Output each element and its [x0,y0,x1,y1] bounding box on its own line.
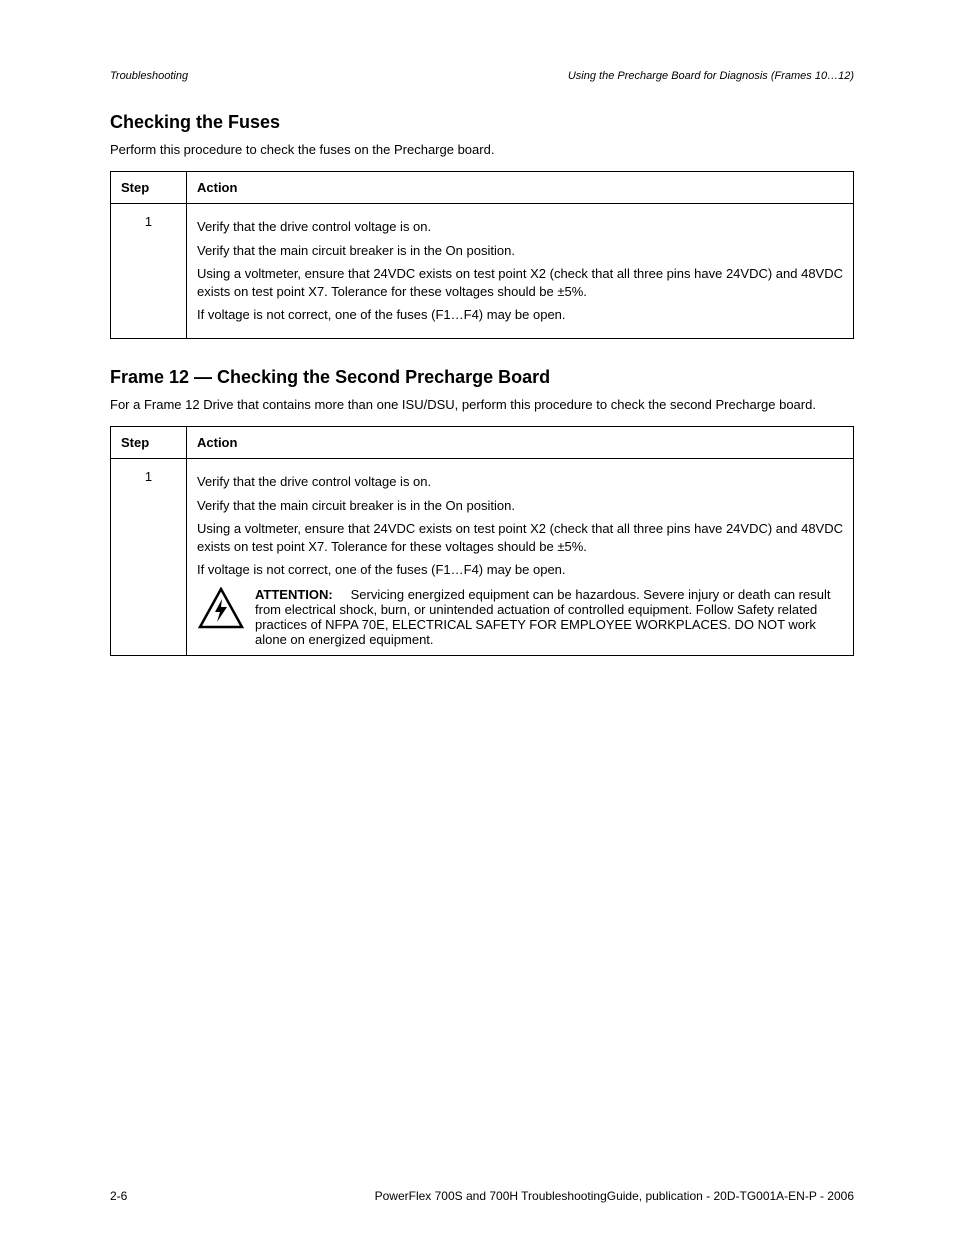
header-right: Using the Precharge Board for Diagnosis … [568,70,854,82]
col-action: Action [187,427,854,459]
section2-table: Step Action 1 Verify that the drive cont… [110,426,854,656]
section1-table: Step Action 1 Verify that the drive cont… [110,171,854,339]
col-step: Step [111,172,187,204]
footer-left: 2-6 [110,1189,127,1203]
action-para: Verify that the main circuit breaker is … [197,242,843,260]
section1-intro: Perform this procedure to check the fuse… [110,141,854,159]
action-para: If voltage is not correct, one of the fu… [197,561,843,579]
step-number: 1 [111,459,187,656]
table-header-row: Step Action [111,427,854,459]
attention-text-wrap: ATTENTION: Servicing energized equipment… [255,587,843,647]
page-footer: 2-6 PowerFlex 700S and 700H Troubleshoot… [110,1189,854,1203]
section2-intro: For a Frame 12 Drive that contains more … [110,396,854,414]
step-action: Verify that the drive control voltage is… [187,459,854,656]
col-step: Step [111,427,187,459]
section2-title: Frame 12 — Checking the Second Precharge… [110,367,854,388]
page: Troubleshooting Using the Precharge Boar… [0,0,954,1235]
section1-title: Checking the Fuses [110,112,854,133]
attention-block: ATTENTION: Servicing energized equipment… [197,587,843,647]
action-para: Using a voltmeter, ensure that 24VDC exi… [197,520,843,555]
col-action: Action [187,172,854,204]
table-header-row: Step Action [111,172,854,204]
step-action: Verify that the drive control voltage is… [187,204,854,339]
action-para: Verify that the drive control voltage is… [197,218,843,236]
action-para: If voltage is not correct, one of the fu… [197,306,843,324]
table-row: 1 Verify that the drive control voltage … [111,204,854,339]
footer-right: PowerFlex 700S and 700H TroubleshootingG… [375,1189,854,1203]
action-para: Using a voltmeter, ensure that 24VDC exi… [197,265,843,300]
header-left: Troubleshooting [110,70,188,82]
step-number: 1 [111,204,187,339]
shock-hazard-icon [197,587,245,629]
table-row: 1 Verify that the drive control voltage … [111,459,854,656]
page-header: Troubleshooting Using the Precharge Boar… [110,70,854,82]
action-para: Verify that the drive control voltage is… [197,473,843,491]
action-para: Verify that the main circuit breaker is … [197,497,843,515]
attention-label: ATTENTION: [255,587,347,602]
